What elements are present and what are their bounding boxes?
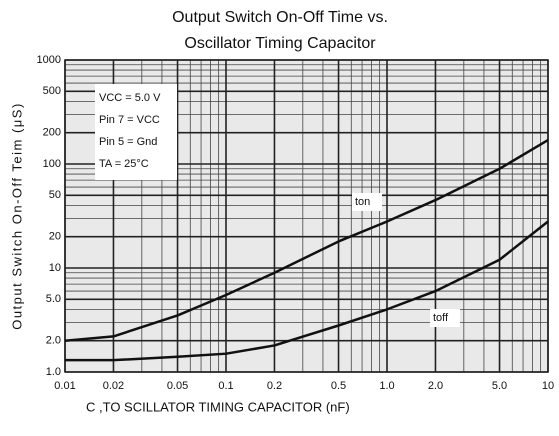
label-bg bbox=[352, 193, 382, 211]
x-tick-label: 5.0 bbox=[492, 380, 507, 392]
y-tick-label: 10 bbox=[49, 262, 61, 274]
x-tick-label: 0.1 bbox=[218, 380, 233, 392]
x-tick-label: 0.01 bbox=[54, 380, 75, 392]
series-line bbox=[65, 220, 549, 362]
y-tick-label: 1000 bbox=[37, 54, 61, 66]
x-tick-label: 0.2 bbox=[267, 380, 282, 392]
y-axis-label: Output Switch On-Off Teim (μS) bbox=[9, 102, 24, 330]
x-tick-label: 0.5 bbox=[331, 380, 346, 392]
annotation: TA = 25°C bbox=[99, 158, 149, 170]
y-tick-label: 5.0 bbox=[46, 293, 61, 305]
y-tick-label: 1.0 bbox=[46, 366, 61, 378]
x-tick-label: 0.02 bbox=[103, 380, 124, 392]
y-tick-label: 2.0 bbox=[46, 335, 61, 347]
x-tick-label: 10 bbox=[542, 380, 554, 392]
annotation-box bbox=[95, 84, 177, 180]
x-tick-label: 2.0 bbox=[428, 380, 443, 392]
y-tick-label: 200 bbox=[43, 127, 61, 139]
series-label: toff bbox=[433, 312, 449, 324]
x-tick-label: 0.05 bbox=[167, 380, 188, 392]
y-tick-label: 20 bbox=[49, 231, 61, 243]
y-tick-label: 50 bbox=[49, 189, 61, 201]
y-tick-label: 500 bbox=[43, 85, 61, 97]
y-tick-label: 100 bbox=[43, 158, 61, 170]
series-label: ton bbox=[355, 196, 370, 208]
chart-title: Oscillator Timing Capacitor bbox=[184, 35, 376, 52]
annotation: Pin 7 = VCC bbox=[99, 114, 160, 126]
annotation: Pin 5 = Gnd bbox=[99, 136, 157, 148]
label-bg bbox=[430, 309, 460, 327]
x-tick-label: 1.0 bbox=[379, 380, 394, 392]
series-line bbox=[64, 138, 549, 342]
x-axis-label: C ,TO SCILLATOR TIMING CAPACITOR (nF) bbox=[86, 399, 350, 414]
annotation: VCC = 5.0 V bbox=[99, 92, 161, 104]
chart-title: Output Switch On-Off Time vs. bbox=[172, 9, 388, 26]
